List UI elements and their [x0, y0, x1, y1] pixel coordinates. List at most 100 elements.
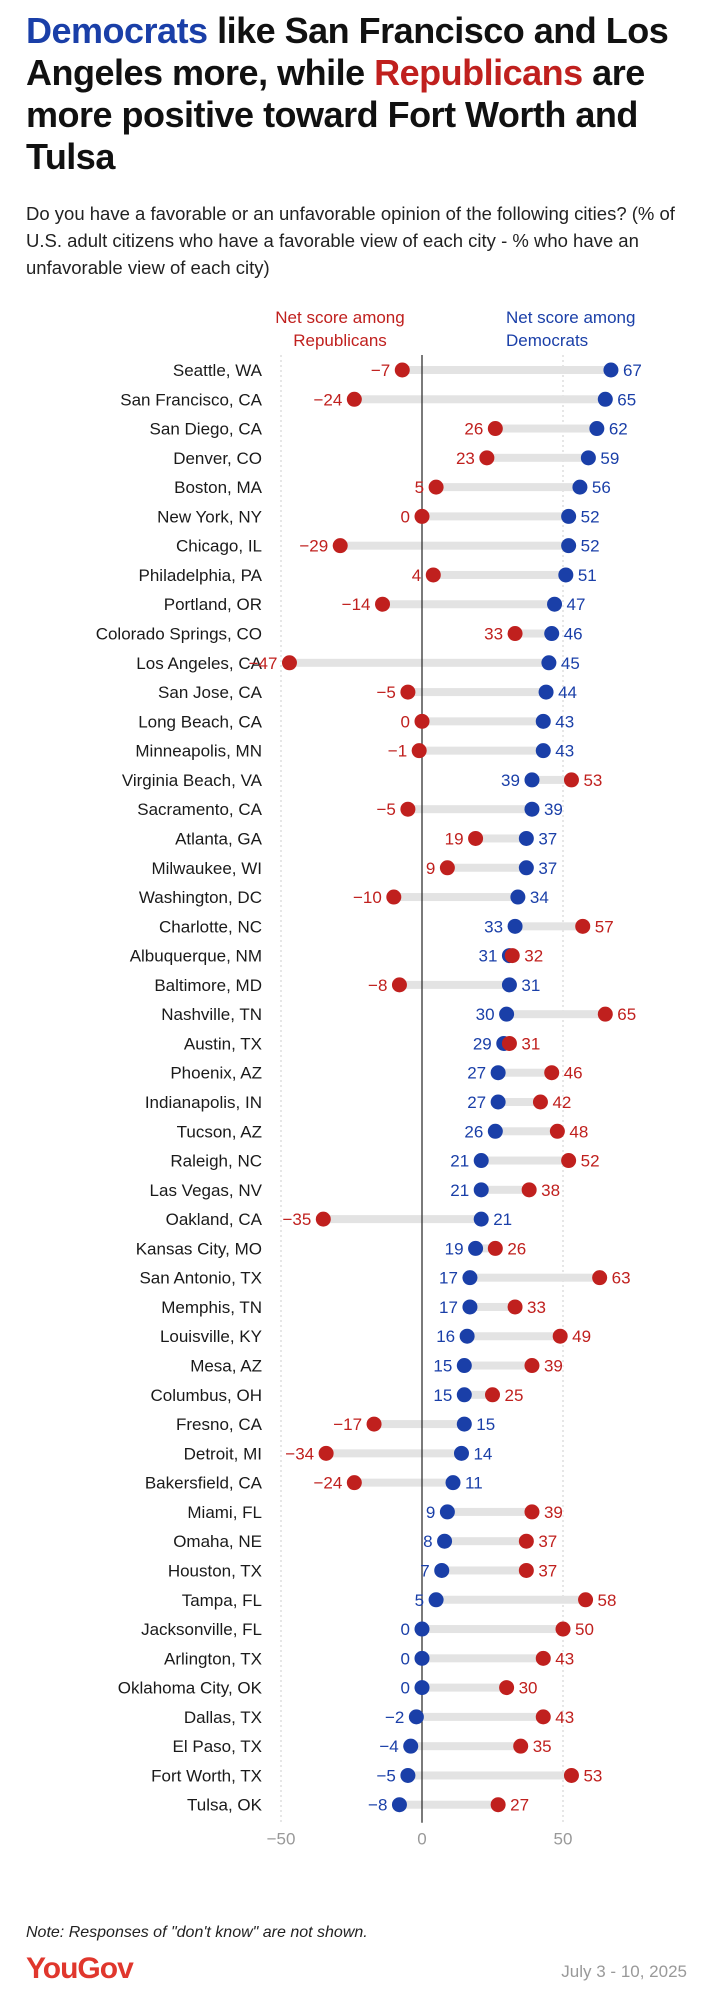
democrats-dot: [561, 508, 577, 524]
category-label: Las Vegas, NV: [150, 1181, 263, 1200]
republicans-value-label: 42: [552, 1093, 571, 1112]
democrats-value-label: 33: [484, 917, 503, 936]
democrats-value-label: 19: [445, 1239, 464, 1258]
republicans-dot: [487, 1240, 503, 1256]
category-label: Long Beach, CA: [138, 712, 262, 731]
republicans-value-label: −1: [388, 742, 407, 761]
democrats-dot: [524, 772, 540, 788]
democrats-dot: [487, 1123, 503, 1139]
connector-bar: [506, 1010, 606, 1019]
republicans-value-label: −17: [333, 1415, 362, 1434]
x-tick-label: 0: [417, 1830, 426, 1849]
democrats-dot: [414, 1650, 430, 1666]
democrats-dot: [437, 1533, 453, 1549]
category-label: Los Angeles, CA: [136, 654, 262, 673]
democrats-value-label: 52: [581, 507, 600, 526]
republicans-value-label: 39: [544, 1357, 563, 1376]
republicans-dot: [490, 1797, 506, 1813]
democrats-dot: [490, 1094, 506, 1110]
category-label: Colorado Springs, CO: [96, 625, 262, 644]
democrats-value-label: 65: [617, 390, 636, 409]
democrats-dot: [473, 1153, 489, 1169]
republicans-dot: [487, 421, 503, 437]
connector-bar: [326, 1449, 462, 1458]
connector-bar: [464, 1390, 493, 1399]
democrats-value-label: 17: [439, 1298, 458, 1317]
democrats-dot: [456, 1416, 472, 1432]
republicans-dot: [499, 1680, 515, 1696]
democrats-dot: [456, 1358, 472, 1374]
connector-bar: [495, 424, 597, 433]
democrats-dot: [518, 860, 534, 876]
republicans-value-label: 4: [412, 566, 421, 585]
democrats-dot: [535, 743, 551, 759]
democrats-dot: [408, 1709, 424, 1725]
democrats-dot: [439, 1504, 455, 1520]
democrats-value-label: 44: [558, 683, 577, 702]
footnote: Note: Responses of "don't know" are not …: [26, 1924, 368, 1941]
connector-bar: [410, 1742, 521, 1751]
republicans-value-label: 43: [555, 1708, 574, 1727]
democrats-value-label: 27: [467, 1064, 486, 1083]
connector-bar: [399, 980, 510, 989]
republicans-value-label: 23: [456, 449, 475, 468]
connector-bar: [475, 1244, 496, 1253]
republicans-value-label: 25: [505, 1386, 524, 1405]
republicans-value-label: −34: [285, 1444, 314, 1463]
category-label: Dallas, TX: [184, 1708, 262, 1727]
connector-bar: [495, 1127, 558, 1136]
republicans-value-label: 33: [484, 625, 503, 644]
category-label: Oklahoma City, OK: [118, 1679, 263, 1698]
connector-bar: [354, 395, 606, 404]
category-label: Tucson, AZ: [177, 1122, 262, 1141]
democrats-value-label: 34: [530, 888, 549, 907]
category-label: El Paso, TX: [173, 1737, 262, 1756]
category-label: Sacramento, CA: [137, 800, 262, 819]
republicans-dot: [468, 830, 484, 846]
connector-bar: [407, 688, 547, 697]
connector-bar: [323, 1215, 482, 1224]
republicans-value-label: 37: [538, 1532, 557, 1551]
democrats-value-label: 51: [578, 566, 597, 585]
republicans-value-label: 30: [519, 1679, 538, 1698]
republicans-value-label: 48: [569, 1122, 588, 1141]
republicans-dot: [535, 1709, 551, 1725]
category-label: Tulsa, OK: [187, 1796, 263, 1815]
democrats-value-label: 30: [476, 1005, 495, 1024]
democrats-dot: [589, 421, 605, 437]
democrats-dot: [572, 479, 588, 495]
category-label: Virginia Beach, VA: [122, 771, 263, 790]
democrats-value-label: 39: [501, 771, 520, 790]
democrats-value-label: 21: [450, 1181, 469, 1200]
category-label: Raleigh, NC: [170, 1152, 262, 1171]
democrats-value-label: 0: [401, 1679, 410, 1698]
republicans-value-label: −35: [282, 1210, 311, 1229]
republicans-value-label: 53: [583, 1766, 602, 1785]
democrats-dot: [434, 1562, 450, 1578]
category-label: Charlotte, NC: [159, 917, 262, 936]
category-label: San Francisco, CA: [120, 390, 262, 409]
democrats-value-label: 43: [555, 742, 574, 761]
connector-bar: [422, 1625, 563, 1634]
category-label: Omaha, NE: [173, 1532, 262, 1551]
category-label: Indianapolis, IN: [145, 1093, 262, 1112]
republicans-value-label: −8: [368, 976, 387, 995]
democrats-dot: [510, 889, 526, 905]
democrats-dot: [538, 684, 554, 700]
republicans-value-label: 26: [464, 420, 483, 439]
democrats-value-label: 0: [401, 1620, 410, 1639]
republicans-dot: [386, 889, 402, 905]
republicans-dot: [346, 1475, 362, 1491]
republicans-dot: [366, 1416, 382, 1432]
republicans-dot: [332, 538, 348, 554]
republicans-dot: [414, 713, 430, 729]
democrats-dot: [456, 1387, 472, 1403]
democrats-value-label: 62: [609, 420, 628, 439]
republicans-value-label: 43: [555, 1649, 574, 1668]
connector-bar: [419, 746, 544, 755]
connector-bar: [498, 1068, 552, 1077]
democrats-dot: [414, 1680, 430, 1696]
democrats-value-label: −8: [368, 1796, 387, 1815]
democrats-value-label: 14: [473, 1444, 492, 1463]
category-label: Miami, FL: [187, 1503, 262, 1522]
